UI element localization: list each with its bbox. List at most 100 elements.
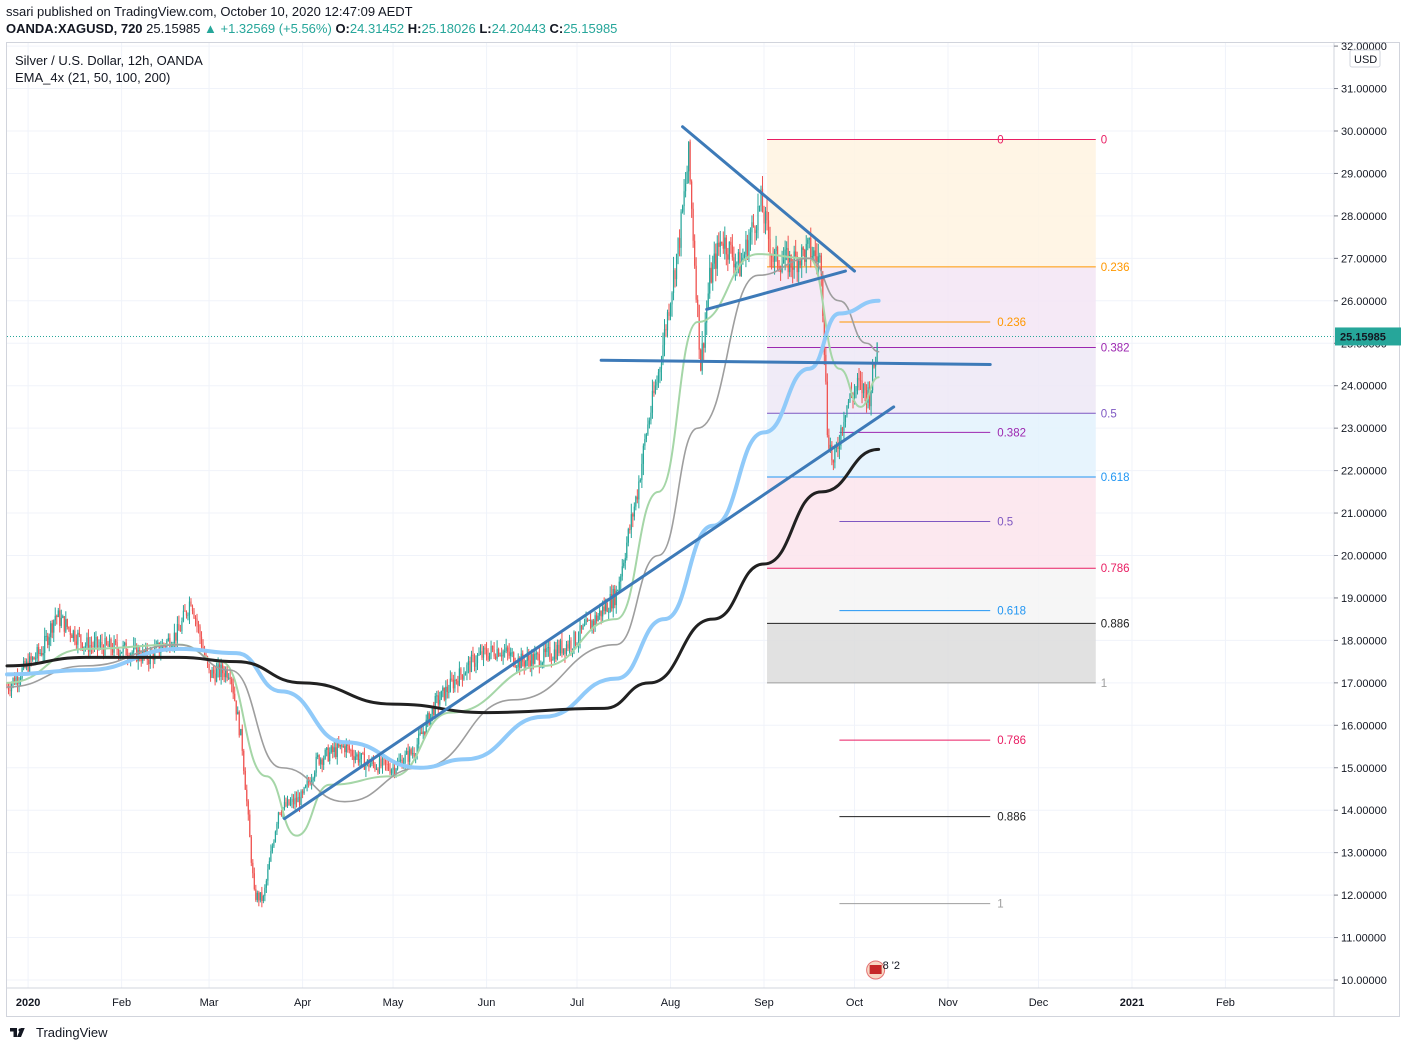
- candle-body: [828, 435, 830, 449]
- candle-body: [265, 880, 267, 888]
- candle-body: [612, 589, 614, 609]
- candle-body: [211, 669, 213, 678]
- candle-body: [755, 230, 758, 233]
- candle-body: [496, 649, 498, 659]
- candle-body: [410, 749, 412, 754]
- candle-body: [90, 645, 93, 647]
- candle-body: [843, 421, 845, 431]
- candle-body: [493, 649, 495, 657]
- candle-body: [767, 220, 770, 239]
- candle-body: [255, 889, 257, 900]
- candle-body: [718, 242, 720, 247]
- candle-body: [381, 758, 384, 767]
- candle-body: [698, 304, 700, 350]
- candle-body: [875, 363, 877, 367]
- candle-body: [39, 652, 41, 654]
- candle-body: [386, 763, 388, 765]
- candle-body: [871, 363, 874, 391]
- candle-body: [252, 862, 254, 874]
- candle-body: [95, 636, 97, 641]
- candle-body: [713, 253, 715, 264]
- candle-body: [660, 363, 663, 369]
- y-tick-label: 27.00000: [1341, 253, 1387, 265]
- candle-body: [478, 653, 480, 656]
- x-tick-label: Mar: [200, 997, 219, 1009]
- candle-body: [9, 689, 11, 692]
- candle-body: [101, 641, 103, 648]
- candle-body: [51, 623, 53, 633]
- footer: TradingView: [8, 1025, 108, 1040]
- candle-body: [329, 752, 331, 762]
- candle-body: [603, 606, 605, 611]
- candle-body: [390, 769, 393, 774]
- candle-body: [786, 248, 788, 250]
- candle-body: [377, 768, 379, 773]
- fib-zone: [767, 347, 1096, 414]
- candle-body: [654, 385, 657, 394]
- candle-body: [460, 668, 462, 675]
- fib-retracement-label: 0.236: [1101, 262, 1130, 274]
- candle-body: [279, 812, 281, 815]
- y-tick-label: 22.00000: [1341, 466, 1387, 478]
- fib-extension-label: 0.236: [997, 317, 1026, 329]
- candle-body: [501, 655, 503, 657]
- candle-body: [494, 656, 497, 659]
- candle-body: [464, 673, 467, 676]
- candle-body: [529, 660, 531, 669]
- candle-body: [853, 391, 856, 399]
- candle-body: [599, 610, 601, 616]
- fib-zone: [767, 568, 1096, 624]
- fib-zone: [767, 266, 1096, 348]
- candle-body: [348, 745, 350, 751]
- candle-body: [62, 616, 64, 618]
- candle-body: [309, 782, 311, 785]
- candle-body: [232, 684, 234, 694]
- candle-body: [787, 248, 789, 273]
- candle-body: [751, 222, 753, 233]
- candle-body: [528, 655, 530, 661]
- candle-body: [354, 756, 356, 761]
- candle-body: [507, 647, 509, 652]
- candle-body: [36, 647, 38, 659]
- candle-body: [223, 673, 225, 678]
- candle-body: [342, 746, 344, 748]
- candle-body: [689, 141, 691, 182]
- candle-body: [792, 267, 794, 270]
- candle-body: [86, 637, 88, 646]
- candle-body: [840, 427, 842, 447]
- candle-body: [571, 648, 574, 650]
- candle-body: [44, 636, 46, 654]
- candle-body: [360, 753, 362, 760]
- trendline-support: [282, 405, 896, 821]
- candle-body: [80, 634, 82, 643]
- candle-body: [776, 246, 779, 266]
- candle-body: [656, 381, 658, 386]
- high-value: 25.18026: [421, 21, 476, 36]
- candle-body: [636, 496, 638, 500]
- candle-body: [247, 801, 249, 815]
- candle-body: [188, 601, 191, 615]
- candle-body: [638, 481, 640, 500]
- fib-retracement-label: 1: [1101, 678, 1107, 690]
- candle-body: [668, 312, 670, 316]
- candle-body: [13, 677, 16, 684]
- candle-body: [193, 611, 195, 619]
- candle-body: [264, 887, 266, 897]
- tradingview-brand[interactable]: TradingView: [36, 1025, 108, 1040]
- trendline-resistance: [681, 125, 856, 273]
- y-tick-label: 12.00000: [1341, 890, 1387, 902]
- candle-body: [531, 654, 533, 669]
- fib-zone: [767, 623, 1096, 683]
- candle-body: [498, 649, 500, 657]
- candle-body: [811, 256, 813, 258]
- candle-body: [778, 265, 780, 269]
- candle-body: [769, 238, 771, 256]
- candle-body: [87, 637, 90, 652]
- x-tick-label: Dec: [1029, 997, 1049, 1009]
- candle-body: [549, 647, 551, 660]
- candle-body: [808, 238, 810, 240]
- candle-body: [856, 377, 859, 388]
- candle-body: [864, 383, 866, 391]
- candle-body: [259, 892, 261, 901]
